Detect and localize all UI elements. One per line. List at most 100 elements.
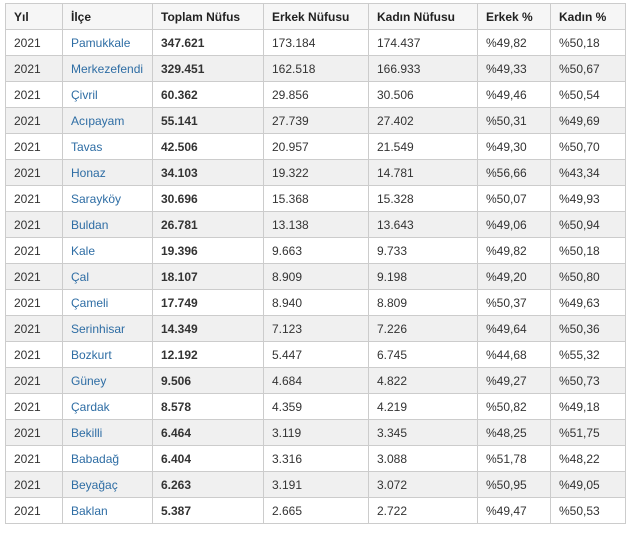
district-link[interactable]: Çal bbox=[71, 269, 90, 284]
total-population-cell: 18.107 bbox=[152, 263, 264, 290]
district-link[interactable]: Tavas bbox=[71, 139, 103, 154]
district-link[interactable]: Bozkurt bbox=[71, 347, 112, 362]
year-cell: 2021 bbox=[5, 263, 63, 290]
population-table: Yıl İlçe Toplam Nüfus Erkek Nüfusu Kadın… bbox=[5, 3, 626, 524]
male-percent-cell: %48,25 bbox=[477, 419, 551, 446]
total-population-cell: 347.621 bbox=[152, 29, 264, 56]
female-percent-cell: %49,05 bbox=[550, 471, 626, 498]
year-cell: 2021 bbox=[5, 107, 63, 134]
female-percent-cell: %55,32 bbox=[550, 341, 626, 368]
district-link[interactable]: Sarayköy bbox=[71, 191, 122, 206]
table-row: 2021 Çivril 60.362 29.856 30.506 %49,46 … bbox=[5, 81, 626, 108]
table-row: 2021 Merkezefendi 329.451 162.518 166.93… bbox=[5, 55, 626, 82]
female-population-cell: 3.088 bbox=[368, 445, 478, 472]
district-link[interactable]: Honaz bbox=[71, 165, 106, 180]
female-population-cell: 8.809 bbox=[368, 289, 478, 316]
female-percent-cell: %51,75 bbox=[550, 419, 626, 446]
male-population-cell: 3.191 bbox=[263, 471, 369, 498]
female-percent-cell: %48,22 bbox=[550, 445, 626, 472]
district-link[interactable]: Serinhisar bbox=[71, 321, 126, 336]
year-cell: 2021 bbox=[5, 315, 63, 342]
district-cell: Babadağ bbox=[62, 445, 153, 472]
district-cell: Baklan bbox=[62, 497, 153, 524]
table-row: 2021 Güney 9.506 4.684 4.822 %49,27 %50,… bbox=[5, 367, 626, 394]
table-row: 2021 Acıpayam 55.141 27.739 27.402 %50,3… bbox=[5, 107, 626, 134]
district-link[interactable]: Bekilli bbox=[71, 425, 103, 440]
table-row: 2021 Bozkurt 12.192 5.447 6.745 %44,68 %… bbox=[5, 341, 626, 368]
total-population-cell: 34.103 bbox=[152, 159, 264, 186]
year-cell: 2021 bbox=[5, 133, 63, 160]
female-percent-cell: %43,34 bbox=[550, 159, 626, 186]
male-population-cell: 27.739 bbox=[263, 107, 369, 134]
year-cell: 2021 bbox=[5, 419, 63, 446]
table-row: 2021 Honaz 34.103 19.322 14.781 %56,66 %… bbox=[5, 159, 626, 186]
year-cell: 2021 bbox=[5, 237, 63, 264]
district-link[interactable]: Çardak bbox=[71, 399, 110, 414]
male-population-cell: 29.856 bbox=[263, 81, 369, 108]
female-population-cell: 2.722 bbox=[368, 497, 478, 524]
year-cell: 2021 bbox=[5, 393, 63, 420]
male-population-cell: 19.322 bbox=[263, 159, 369, 186]
col-header-female-percent: Kadın % bbox=[550, 3, 626, 30]
table-row: 2021 Çameli 17.749 8.940 8.809 %50,37 %4… bbox=[5, 289, 626, 316]
male-percent-cell: %49,20 bbox=[477, 263, 551, 290]
female-percent-cell: %49,69 bbox=[550, 107, 626, 134]
year-cell: 2021 bbox=[5, 159, 63, 186]
total-population-cell: 9.506 bbox=[152, 367, 264, 394]
female-percent-cell: %50,70 bbox=[550, 133, 626, 160]
district-link[interactable]: Merkezefendi bbox=[71, 61, 144, 76]
male-population-cell: 2.665 bbox=[263, 497, 369, 524]
total-population-cell: 329.451 bbox=[152, 55, 264, 82]
female-percent-cell: %50,53 bbox=[550, 497, 626, 524]
female-percent-cell: %50,18 bbox=[550, 29, 626, 56]
district-link[interactable]: Pamukkale bbox=[71, 35, 131, 50]
district-cell: Pamukkale bbox=[62, 29, 153, 56]
district-link[interactable]: Babadağ bbox=[71, 451, 120, 466]
table-row: 2021 Baklan 5.387 2.665 2.722 %49,47 %50… bbox=[5, 497, 626, 524]
total-population-cell: 6.464 bbox=[152, 419, 264, 446]
district-link[interactable]: Çameli bbox=[71, 295, 109, 310]
total-population-cell: 30.696 bbox=[152, 185, 264, 212]
year-cell: 2021 bbox=[5, 341, 63, 368]
total-population-cell: 60.362 bbox=[152, 81, 264, 108]
female-population-cell: 30.506 bbox=[368, 81, 478, 108]
female-population-cell: 27.402 bbox=[368, 107, 478, 134]
district-cell: Acıpayam bbox=[62, 107, 153, 134]
district-link[interactable]: Çivril bbox=[71, 87, 98, 102]
district-link[interactable]: Baklan bbox=[71, 503, 108, 518]
female-population-cell: 3.072 bbox=[368, 471, 478, 498]
col-header-female-pop: Kadın Nüfusu bbox=[368, 3, 478, 30]
district-link[interactable]: Güney bbox=[71, 373, 107, 388]
male-percent-cell: %50,37 bbox=[477, 289, 551, 316]
district-link[interactable]: Acıpayam bbox=[71, 113, 125, 128]
district-link[interactable]: Buldan bbox=[71, 217, 109, 232]
total-population-cell: 8.578 bbox=[152, 393, 264, 420]
year-cell: 2021 bbox=[5, 211, 63, 238]
col-header-year: Yıl bbox=[5, 3, 63, 30]
female-percent-cell: %50,54 bbox=[550, 81, 626, 108]
year-cell: 2021 bbox=[5, 29, 63, 56]
male-percent-cell: %50,07 bbox=[477, 185, 551, 212]
male-percent-cell: %44,68 bbox=[477, 341, 551, 368]
male-population-cell: 5.447 bbox=[263, 341, 369, 368]
male-population-cell: 7.123 bbox=[263, 315, 369, 342]
year-cell: 2021 bbox=[5, 81, 63, 108]
district-cell: Çardak bbox=[62, 393, 153, 420]
male-population-cell: 3.119 bbox=[263, 419, 369, 446]
total-population-cell: 12.192 bbox=[152, 341, 264, 368]
district-link[interactable]: Beyağaç bbox=[71, 477, 118, 492]
male-percent-cell: %49,46 bbox=[477, 81, 551, 108]
male-percent-cell: %50,82 bbox=[477, 393, 551, 420]
total-population-cell: 6.263 bbox=[152, 471, 264, 498]
male-percent-cell: %49,82 bbox=[477, 237, 551, 264]
table-row: 2021 Tavas 42.506 20.957 21.549 %49,30 %… bbox=[5, 133, 626, 160]
year-cell: 2021 bbox=[5, 497, 63, 524]
female-population-cell: 21.549 bbox=[368, 133, 478, 160]
female-population-cell: 9.733 bbox=[368, 237, 478, 264]
total-population-cell: 55.141 bbox=[152, 107, 264, 134]
female-population-cell: 4.219 bbox=[368, 393, 478, 420]
district-cell: Merkezefendi bbox=[62, 55, 153, 82]
male-percent-cell: %49,33 bbox=[477, 55, 551, 82]
district-link[interactable]: Kale bbox=[71, 243, 96, 258]
